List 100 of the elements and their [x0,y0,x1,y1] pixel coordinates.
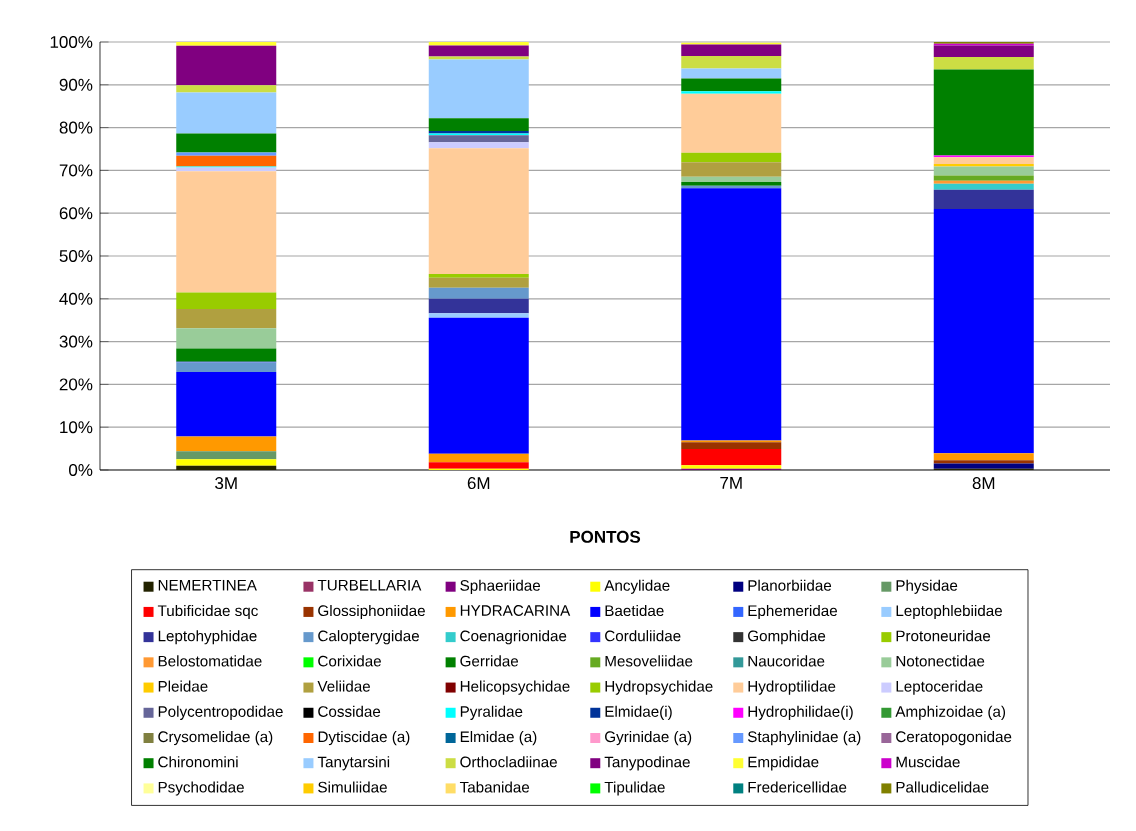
bar [681,152,782,163]
legend-label: Coenagrionidae [460,630,567,645]
bar [681,68,782,79]
legend-label: Staphylinidae (a) [747,730,861,746]
bar [176,155,277,167]
legend-label: Ephemeridae [748,604,837,620]
bar [428,287,529,299]
legend-label: Hydroptilidae [748,680,836,695]
legend-label: Veliidae [317,680,371,692]
legend-label: HYDRACARINA [460,605,571,616]
bar [681,176,782,182]
legend-label: Tabanidae [459,781,530,793]
legend-label: Pleidae [158,680,208,692]
legend-label: Hydropsychidae [605,680,713,695]
bar [428,59,529,119]
bar [933,463,1034,469]
bar [176,465,277,470]
bar [176,133,277,153]
bar [933,45,1034,57]
bar [428,462,529,469]
x-tick-label: 3M [215,477,237,490]
legend-label: Amphizoidae (a) [895,705,1006,720]
y-tick-label: 40% [59,292,93,305]
bar [681,449,782,466]
bar [176,459,277,466]
x-axis-title: PONTOS [570,530,641,543]
x-tick-label: 6M [467,477,490,490]
bar [933,157,1034,164]
bar [933,56,1034,70]
y-tick-label: 100% [50,35,93,49]
bar [933,453,1034,461]
y-tick-label: 60% [59,207,93,220]
bar [933,180,1034,184]
bar [681,93,782,153]
legend-label: Empididae [748,756,819,771]
legend-label: Leptophlebiidae [896,604,1002,620]
bar [933,166,1034,176]
y-tick-label: 50% [59,249,93,263]
y-tick-label: 30% [59,335,93,348]
legend-label: Gerridae [460,655,519,667]
legend-label: Corduliidae [605,630,681,642]
bar [176,328,277,349]
legend-label: Leptoceridae [896,680,983,695]
bar [681,442,782,450]
bar [176,45,277,86]
bar [176,167,277,172]
legend-label: Tanytarsini [317,756,390,771]
legend-label: Pyralidae [460,705,523,720]
x-tick-label: 8M [972,477,995,490]
legend-label: Elmidae (a) [460,730,537,746]
legend-label: Corixidae [318,655,381,667]
legend-label: Fredericellidae [748,781,847,793]
legend-label: Hydrophilidae(i) [748,705,853,720]
legend-label: Muscidae [896,756,960,768]
legend-label: Helicopsychidae [460,680,570,695]
legend-label: Orthocladiinae [460,756,557,768]
legend-label: Protoneuridae [896,630,991,642]
legend-label: Crysomelidae (a) [158,730,273,746]
bar [933,189,1034,209]
bar [176,436,277,452]
bar [176,292,277,310]
y-tick-label: 10% [60,421,93,434]
legend-label: Calopterygidae [318,630,419,645]
bar [176,451,277,460]
y-tick-label: 90% [59,78,93,91]
legend-label: Chironomini [158,756,238,768]
bar [428,298,529,314]
legend-label: Tipulidae [604,781,665,796]
legend-label: TURBELLARIA [317,579,422,591]
legend-label: NEMERTINEA [158,579,257,591]
legend-label: Simuliidae [318,781,387,793]
bar [681,44,782,57]
y-tick-label: 0% [69,463,93,477]
bar [176,41,277,46]
legend-label: Sphaeriidae [460,579,541,594]
legend-label: Gyrinidae (a) [605,730,692,746]
legend-label: Belostomatidae [158,655,262,667]
legend-label: Cossidae [318,705,381,717]
bar [681,56,782,69]
legend-label: Physidae [896,579,958,594]
bar [176,309,277,329]
bar [428,277,529,288]
legend-label: Palludicelidae [896,781,989,793]
bar [933,69,1034,156]
bar [176,152,277,156]
legend-label: Naucoridae [748,655,825,667]
y-tick-label: 20% [59,378,93,391]
bar [681,91,782,94]
bar [428,313,529,318]
bar [428,453,529,463]
bar [681,162,782,177]
y-tick-label: 70% [59,164,93,177]
legend-label: Planorbiidae [748,579,832,591]
y-tick-label: 80% [59,121,93,134]
bar [933,163,1034,167]
legend-label: Psychodidae [158,781,244,796]
legend-label: Glossiphoniidae [318,604,425,620]
bar [176,362,277,372]
legend-label: Leptohyphidae [158,630,257,645]
bar [933,460,1034,464]
